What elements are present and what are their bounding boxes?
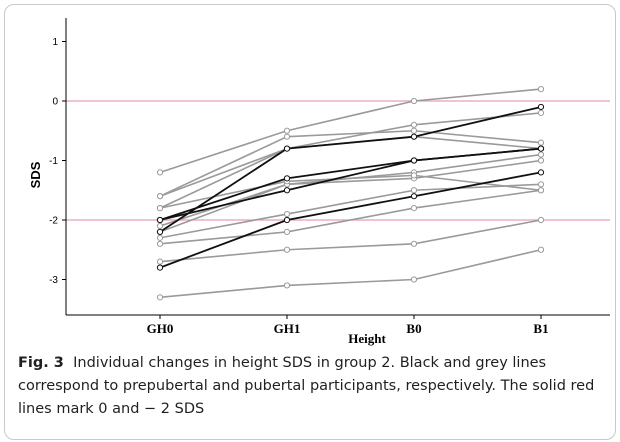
series-point-11-2 — [410, 133, 418, 140]
series-point-13-1 — [283, 187, 291, 194]
reference-lines — [66, 100, 610, 221]
series-point-7-0 — [156, 234, 164, 241]
series-point-8-3 — [537, 187, 545, 194]
x-axis-title: Height — [348, 331, 386, 346]
x-tick-labels: GH0 GH1 B0 B1 — [147, 321, 549, 336]
line-chart: 1 0 -1 -2 -3 GH0 GH1 B0 B1 SDS Height — [28, 18, 610, 346]
y-tick-label-4: -3 — [49, 275, 58, 286]
series-point-7-3 — [537, 181, 545, 188]
y-tick-label-2: -1 — [49, 156, 58, 167]
series-line-6 — [159, 174, 542, 209]
series-line-13 — [159, 147, 542, 221]
caption-label: Fig. 3 — [18, 355, 64, 371]
series-line-2 — [159, 112, 542, 209]
y-tick-label-1: 0 — [52, 97, 58, 108]
x-tick-label-1: GH1 — [274, 321, 301, 336]
series-point-1-2 — [410, 127, 418, 134]
y-axis-title: SDS — [28, 161, 43, 188]
y-tick-label-3: -2 — [49, 216, 58, 227]
axes — [62, 18, 610, 319]
figure-caption: Fig. 3 Individual changes in height SDS … — [18, 352, 598, 421]
series-point-0-2 — [410, 97, 418, 105]
series-point-10-3 — [537, 246, 545, 253]
x-tick-label-2: B0 — [406, 321, 421, 336]
figure-frame — [4, 4, 616, 440]
series-point-9-1 — [283, 246, 291, 253]
series-points — [156, 86, 545, 301]
series-point-14-1 — [283, 216, 291, 224]
series-point-14-0 — [156, 264, 164, 271]
series-point-9-0 — [156, 258, 164, 265]
series-point-0-3 — [537, 86, 545, 93]
series-line-7 — [159, 183, 542, 239]
series-point-12-1 — [283, 175, 291, 182]
series-point-10-0 — [156, 294, 164, 301]
series-point-7-2 — [410, 187, 418, 194]
series-line-1 — [159, 129, 542, 197]
series-point-11-3 — [537, 103, 545, 111]
x-tick-label-0: GH0 — [147, 321, 174, 336]
series-point-14-3 — [537, 169, 545, 176]
series-line-0 — [159, 88, 542, 174]
series-point-0-0 — [156, 169, 164, 176]
series-point-6-0 — [156, 205, 164, 212]
series-point-8-1 — [283, 228, 291, 235]
series-point-4-3 — [537, 151, 545, 158]
y-tick-labels: 1 0 -1 -2 -3 — [49, 37, 58, 286]
series-point-0-1 — [283, 127, 291, 134]
series-line-8 — [159, 189, 542, 245]
series-line-5 — [159, 159, 542, 233]
series-point-10-1 — [283, 282, 291, 289]
series-line-11 — [159, 106, 542, 233]
series-point-13-3 — [537, 145, 545, 152]
series-point-11-1 — [283, 145, 291, 152]
series-point-9-3 — [537, 216, 545, 224]
series-point-2-3 — [537, 109, 545, 117]
series-point-13-0 — [156, 216, 164, 224]
series-point-4-0 — [156, 222, 164, 230]
caption-text: Individual changes in height SDS in grou… — [18, 355, 595, 417]
series-line-14 — [159, 171, 542, 269]
series-point-8-2 — [410, 205, 418, 212]
series-point-1-1 — [283, 133, 291, 140]
series-point-7-1 — [283, 210, 291, 218]
series-point-5-3 — [537, 157, 545, 164]
x-tick-label-3: B1 — [533, 321, 548, 336]
series-point-13-2 — [410, 157, 418, 164]
series-point-3-0 — [156, 193, 164, 200]
series-point-11-0 — [156, 228, 164, 235]
series-point-8-0 — [156, 240, 164, 247]
series-point-2-2 — [410, 121, 418, 128]
series-point-6-2 — [410, 172, 418, 179]
series-point-1-3 — [537, 139, 545, 146]
series-line-4 — [159, 153, 542, 227]
series-line-9 — [159, 219, 542, 263]
series-point-14-2 — [410, 193, 418, 200]
series-point-10-2 — [410, 276, 418, 283]
series-line-10 — [159, 248, 542, 299]
series-lines — [159, 88, 542, 299]
y-tick-label-0: 1 — [52, 37, 58, 48]
series-point-9-2 — [410, 240, 418, 247]
